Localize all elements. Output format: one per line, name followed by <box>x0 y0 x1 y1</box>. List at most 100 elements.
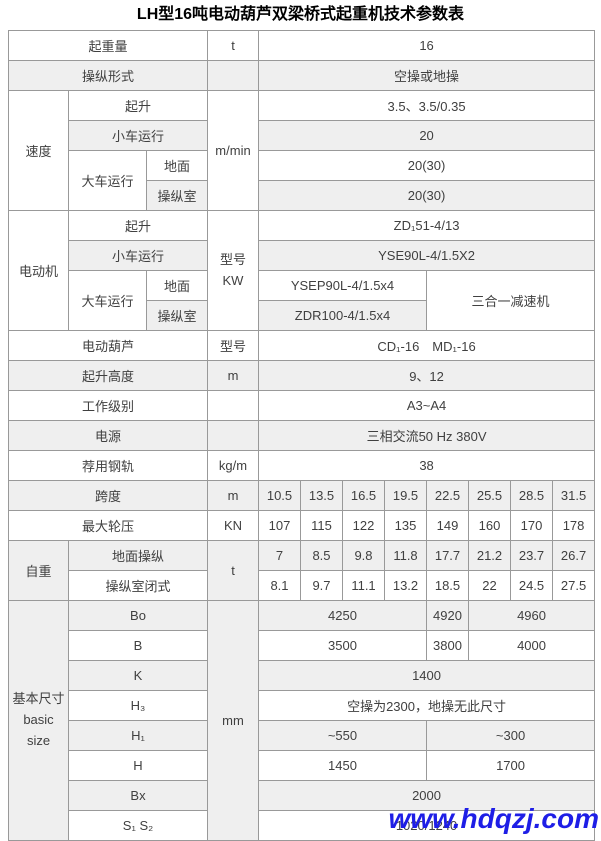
wheel-load-value-0: 107 <box>258 510 301 541</box>
basic-h1-label: H₁ <box>68 720 208 751</box>
self-weight-ground-value-4: 17.7 <box>426 540 469 571</box>
control-unit <box>207 60 259 91</box>
speed-crane-cab-value: 20(30) <box>257 180 596 211</box>
basic-bo-value-0: 4250 <box>258 600 427 631</box>
wheel-load-unit: KN <box>207 510 259 541</box>
lift-height-unit: m <box>207 360 259 391</box>
motor-trolley-label: 小车运行 <box>68 240 208 271</box>
self-weight-ground-value-0: 7 <box>258 540 301 571</box>
basic-bx-label: Bx <box>68 780 208 811</box>
self-weight-ground-value-5: 21.2 <box>468 540 511 571</box>
lift-height-value: 9、12 <box>257 360 596 391</box>
basic-b-value-1: 3800 <box>426 630 469 661</box>
span-value-1: 13.5 <box>300 480 343 511</box>
speed-trolley-value: 20 <box>257 120 596 151</box>
speed-crane-cab-label: 操纵室 <box>146 180 208 211</box>
control-value: 空操或地操 <box>257 60 596 91</box>
self-weight-cab-value-6: 24.5 <box>510 570 553 601</box>
motor-crane-cab-value: ZDR100-4/1.5x4 <box>258 300 427 331</box>
speed-crane-ground-label: 地面 <box>146 150 208 181</box>
speed-hoist-value: 3.5、3.5/0.35 <box>257 90 596 121</box>
wheel-load-value-6: 170 <box>510 510 553 541</box>
span-value-6: 28.5 <box>510 480 553 511</box>
motor-reducer-value: 三合一减速机 <box>425 270 596 331</box>
hoist-model-value: CD₁-16 MD₁-16 <box>257 330 596 361</box>
motor-crane-ground-label: 地面 <box>146 270 208 301</box>
basic-h-label: H <box>68 750 208 781</box>
power-label: 电源 <box>8 420 208 451</box>
span-value-2: 16.5 <box>342 480 385 511</box>
basic-bo-value-1: 4920 <box>426 600 469 631</box>
basic-bo-label: Bo <box>68 600 208 631</box>
span-label: 跨度 <box>8 480 208 511</box>
control-label: 操纵形式 <box>8 60 208 91</box>
wheel-load-value-7: 178 <box>551 510 596 541</box>
basic-h3-label: H₃ <box>68 690 208 721</box>
speed-unit: m/min <box>207 90 259 211</box>
basic-h-value-1: 1700 <box>425 750 596 781</box>
speed-trolley-label: 小车运行 <box>68 120 208 151</box>
self-weight-ground-value-1: 8.5 <box>300 540 343 571</box>
span-unit: m <box>207 480 259 511</box>
power-value: 三相交流50 Hz 380V <box>257 420 596 451</box>
wheel-load-value-3: 135 <box>384 510 427 541</box>
self-weight-ground-value-3: 11.8 <box>384 540 427 571</box>
basic-size-group-label: 基本尺寸 basic size <box>8 600 69 841</box>
basic-bo-value-2: 4960 <box>467 600 596 631</box>
hoist-model-unit: 型号 <box>207 330 259 361</box>
capacity-unit: t <box>207 30 259 61</box>
self-weight-cab-value-3: 13.2 <box>384 570 427 601</box>
duty-class-unit <box>207 390 259 421</box>
basic-k-label: K <box>68 660 208 691</box>
basic-s1s2-label: S₁ S₂ <box>68 810 208 841</box>
wheel-load-value-4: 149 <box>426 510 469 541</box>
page-title: LH型16吨电动葫芦双梁桥式起重机技术参数表 <box>136 6 465 23</box>
lift-height-label: 起升高度 <box>8 360 208 391</box>
speed-crane-ground-value: 20(30) <box>257 150 596 181</box>
span-value-5: 25.5 <box>468 480 511 511</box>
self-weight-ground-value-6: 23.7 <box>510 540 553 571</box>
basic-b-value-2: 4000 <box>467 630 596 661</box>
motor-hoist-label: 起升 <box>68 210 208 241</box>
wheel-load-label: 最大轮压 <box>8 510 208 541</box>
spec-table: 起重量 t 16 操纵形式 空操或地操 速度 起升 m/min 3.5、3.5/… <box>8 30 596 841</box>
self-weight-unit: t <box>207 540 259 601</box>
watermark: www.hdqzj.com <box>388 803 599 834</box>
motor-group-label: 电动机 <box>8 210 69 331</box>
duty-class-label: 工作级别 <box>8 390 208 421</box>
basic-h1-value-1: ~300 <box>425 720 596 751</box>
power-unit <box>207 420 259 451</box>
rail-unit: kg/m <box>207 450 259 481</box>
self-weight-cab-value-7: 27.5 <box>551 570 596 601</box>
basic-s1s2-value: 1020/1240 <box>257 810 596 841</box>
wheel-load-value-1: 115 <box>300 510 343 541</box>
self-weight-cab-value-4: 18.5 <box>426 570 469 601</box>
self-weight-ground-label: 地面操纵 <box>68 540 208 571</box>
wheel-load-value-2: 122 <box>342 510 385 541</box>
motor-trolley-value: YSE90L-4/1.5X2 <box>257 240 596 271</box>
motor-unit: 型号 KW <box>207 210 259 331</box>
self-weight-cab-value-5: 22 <box>468 570 511 601</box>
speed-crane-label: 大车运行 <box>68 150 147 211</box>
hoist-model-label: 电动葫芦 <box>8 330 208 361</box>
basic-k-value: 1400 <box>257 660 596 691</box>
span-value-7: 31.5 <box>551 480 596 511</box>
basic-h-value-0: 1450 <box>258 750 427 781</box>
capacity-label: 起重量 <box>8 30 208 61</box>
self-weight-ground-value-7: 26.7 <box>551 540 596 571</box>
speed-group-label: 速度 <box>8 90 69 211</box>
self-weight-cab-value-0: 8.1 <box>258 570 301 601</box>
motor-hoist-value: ZD₁51-4/13 <box>257 210 596 241</box>
basic-bx-value: 2000 <box>257 780 596 811</box>
span-value-4: 22.5 <box>426 480 469 511</box>
rail-label: 荐用钢轨 <box>8 450 208 481</box>
rail-value: 38 <box>257 450 596 481</box>
motor-crane-ground-value: YSEP90L-4/1.5x4 <box>258 270 427 301</box>
wheel-load-value-5: 160 <box>468 510 511 541</box>
capacity-value: 16 <box>257 30 596 61</box>
basic-h1-value-0: ~550 <box>258 720 427 751</box>
motor-crane-label: 大车运行 <box>68 270 147 331</box>
self-weight-ground-value-2: 9.8 <box>342 540 385 571</box>
span-value-0: 10.5 <box>258 480 301 511</box>
